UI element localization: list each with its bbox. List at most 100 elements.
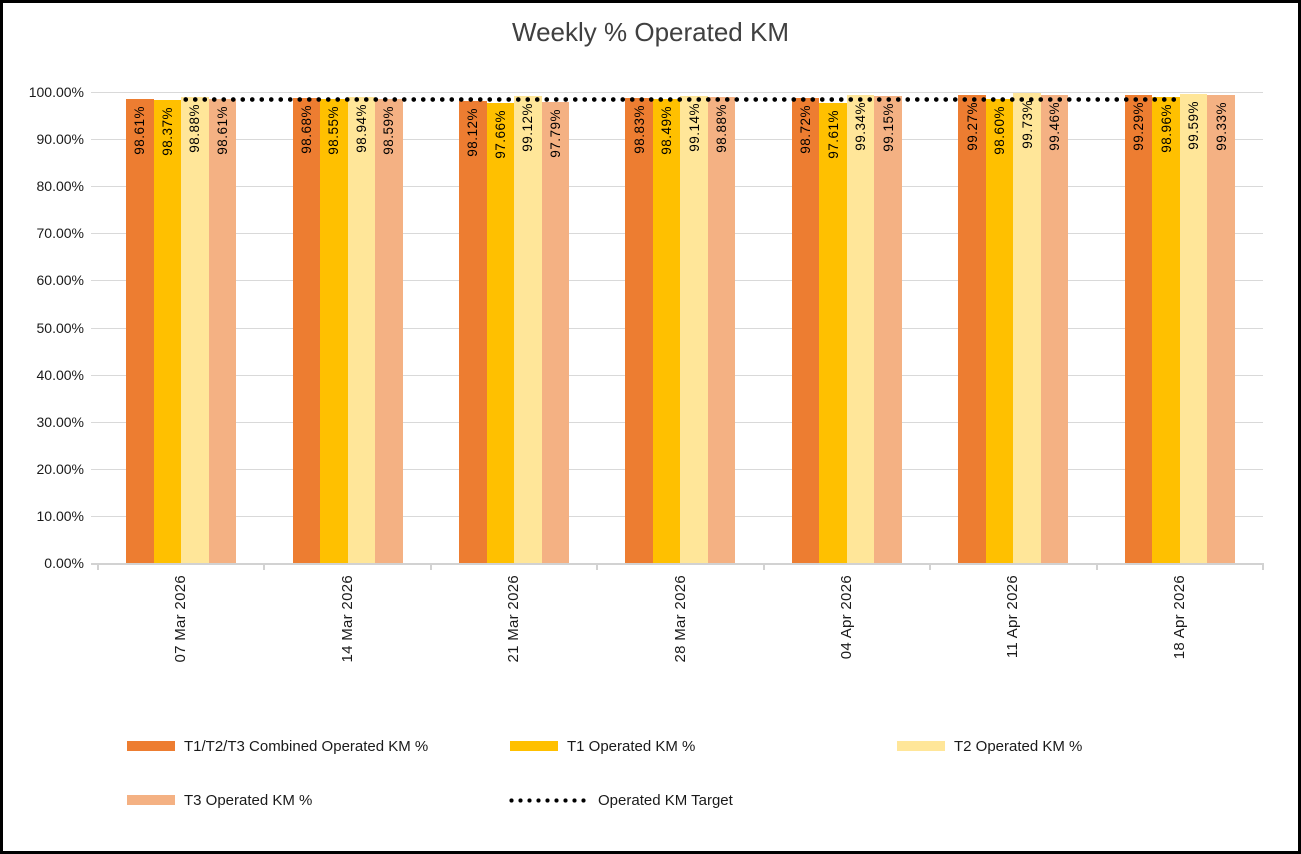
bar-value-label: 98.59% <box>381 105 397 155</box>
bar: 98.55% <box>320 98 348 563</box>
legend-item: T1 Operated KM % <box>510 737 696 755</box>
bar-value-label: 97.61% <box>825 110 841 160</box>
legend-swatch <box>127 741 175 751</box>
y-axis-tick-label: 30.00% <box>36 413 84 430</box>
bar-value-label: 97.79% <box>547 109 563 159</box>
y-axis-tick-label: 20.00% <box>36 460 84 477</box>
bar: 98.83% <box>625 97 653 563</box>
legend-label: T2 Operated KM % <box>954 737 1083 755</box>
bar: 98.72% <box>791 98 820 563</box>
bar-value-label: 99.15% <box>880 103 896 152</box>
bar: 99.34% <box>846 95 875 563</box>
bar-group: 98.83% 98.49% 99.14% 98.88% <box>597 92 763 563</box>
bar-value-label: 98.94% <box>353 104 369 153</box>
category-boundary-tick <box>97 563 99 570</box>
x-axis-category-label: 11 Apr 2026 <box>1004 575 1022 659</box>
category-boundary-tick <box>1262 563 1264 570</box>
bar-group: 98.72% 97.61% 99.34% 99.15% <box>764 92 930 563</box>
x-axis-category-label: 04 Apr 2026 <box>837 575 855 660</box>
bar-value-label: 99.73% <box>1019 100 1035 150</box>
bar-group: 99.29% 98.96% 99.59% 99.33% <box>1097 92 1263 563</box>
legend-swatch <box>510 741 558 751</box>
bar-value-label: 98.96% <box>1158 103 1174 153</box>
y-axis-tick-label: 10.00% <box>36 507 84 524</box>
bar-value-label: 98.61% <box>214 105 230 155</box>
bar-value-label: 97.66% <box>492 110 508 159</box>
bar-value-label: 98.68% <box>298 105 314 155</box>
bar-value-label: 98.88% <box>187 104 203 154</box>
legend-label: Operated KM Target <box>598 791 733 809</box>
bar-value-label: 99.12% <box>520 103 536 152</box>
y-axis-tick-label: 70.00% <box>36 225 84 242</box>
bar: 99.12% <box>514 96 542 563</box>
bar-group: 99.27% 98.60% 99.73% 99.46% <box>930 92 1096 563</box>
bar-value-label: 99.14% <box>686 103 702 152</box>
x-axis-category-label: 14 Mar 2026 <box>338 575 356 663</box>
bar: 99.15% <box>874 96 902 563</box>
x-axis-category-label: 07 Mar 2026 <box>172 575 190 663</box>
bar-group: 98.12% 97.66% 99.12% 97.79% <box>431 92 597 563</box>
bar: 99.29% <box>1124 95 1153 563</box>
bar: 98.37% <box>153 99 182 563</box>
bar: 98.88% <box>707 97 736 563</box>
dotted-line-swatch <box>507 797 589 803</box>
bar-value-label: 98.49% <box>659 106 675 155</box>
bar: 98.49% <box>652 99 681 563</box>
bar: 98.96% <box>1152 96 1180 563</box>
bar: 99.33% <box>1207 95 1235 563</box>
y-axis-tick-label: 100.00% <box>28 84 84 100</box>
category-boundary-tick <box>1095 563 1098 570</box>
legend-label: T1/T2/T3 Combined Operated KM % <box>184 737 429 755</box>
x-axis-category-label: 21 Mar 2026 <box>505 575 523 663</box>
y-axis-tick-label: 60.00% <box>36 272 84 289</box>
bar-value-label: 99.46% <box>1047 101 1063 151</box>
gridline <box>91 92 1263 93</box>
bar-value-label: 98.12% <box>465 107 481 157</box>
y-axis-tick-label: 90.00% <box>36 131 84 148</box>
legend-label: T1 Operated KM % <box>567 737 696 755</box>
bar-value-label: 99.33% <box>1213 102 1229 151</box>
x-axis-category-label: 18 Apr 2026 <box>1170 575 1188 660</box>
bar-value-label: 99.29% <box>1131 102 1147 152</box>
category-boundary-tick <box>596 563 599 570</box>
bar-group: 98.61% 98.37% 98.88% 98.61% <box>98 92 264 563</box>
x-axis-category-label: 28 Mar 2026 <box>671 575 689 663</box>
bar: 98.61% <box>208 98 237 563</box>
bar: 99.46% <box>1040 94 1069 563</box>
bar: 98.68% <box>292 98 321 563</box>
bar: 98.59% <box>375 98 403 563</box>
bar-value-label: 98.55% <box>326 105 342 155</box>
bar: 99.59% <box>1179 93 1208 563</box>
x-axis-line <box>91 563 1263 565</box>
legend-item: T3 Operated KM % <box>127 791 313 809</box>
category-boundary-tick <box>263 563 266 570</box>
legend-swatch <box>897 741 945 751</box>
bar-group: 98.68% 98.55% 98.94% 98.59% <box>264 92 430 563</box>
bar-value-label: 98.88% <box>714 104 730 154</box>
bar: 99.73% <box>1013 93 1041 563</box>
bar: 97.79% <box>541 102 570 563</box>
bar: 97.61% <box>819 103 847 563</box>
y-axis-tick-label: 40.00% <box>36 366 84 383</box>
bar: 98.12% <box>459 100 487 563</box>
category-boundary-tick <box>762 563 765 570</box>
bar: 99.14% <box>680 96 708 563</box>
bar: 98.88% <box>181 97 209 563</box>
legend-item: T2 Operated KM % <box>897 737 1083 755</box>
bar: 98.61% <box>126 98 154 563</box>
bar-value-label: 98.37% <box>159 106 175 156</box>
bar-value-label: 99.59% <box>1186 100 1202 150</box>
bar-value-label: 99.34% <box>853 102 869 151</box>
legend-item: T1/T2/T3 Combined Operated KM % <box>127 737 429 755</box>
category-boundary-tick <box>429 563 432 570</box>
y-axis-tick-label: 80.00% <box>36 178 84 195</box>
category-boundary-tick <box>929 563 932 570</box>
bar-value-label: 99.27% <box>964 102 980 152</box>
chart-title: Weekly % Operated KM <box>512 17 789 47</box>
target-line <box>181 97 1180 103</box>
legend-swatch <box>127 795 175 805</box>
y-axis-tick-label: 0.00% <box>44 555 84 571</box>
legend-label: T3 Operated KM % <box>184 791 313 809</box>
bar-value-label: 98.72% <box>798 105 814 154</box>
